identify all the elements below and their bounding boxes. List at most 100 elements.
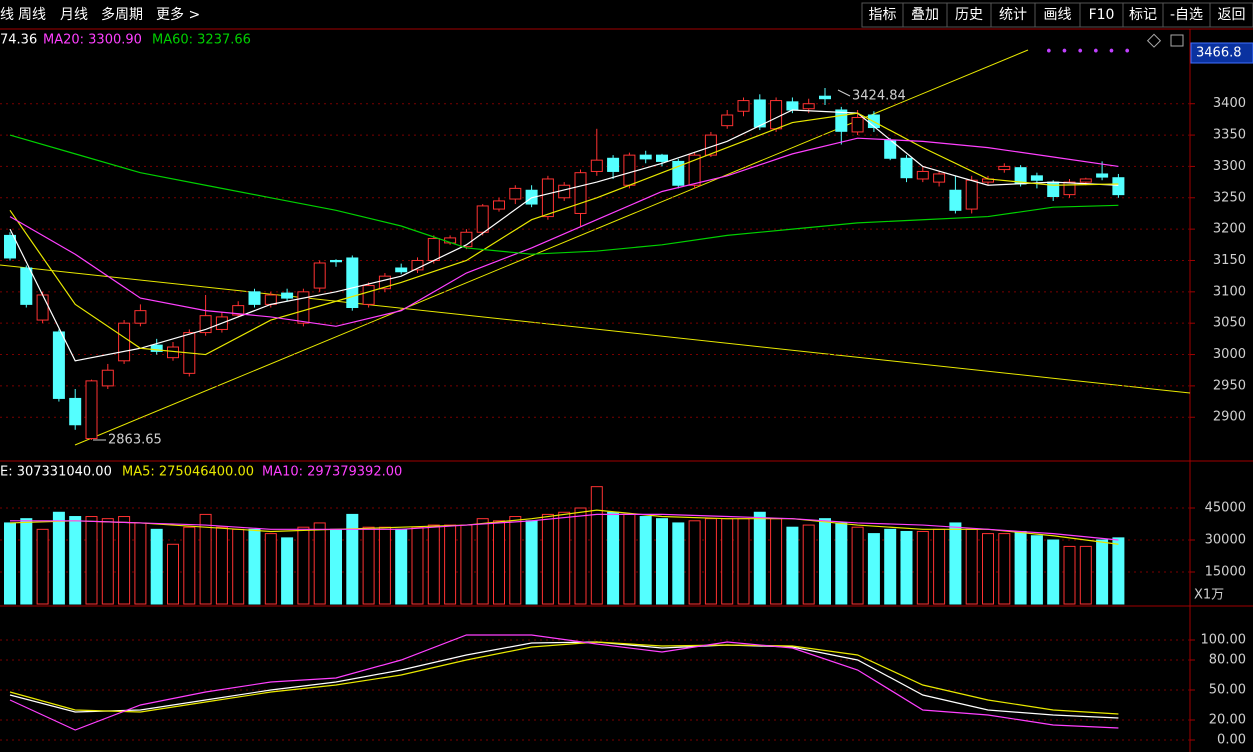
volume-bar (623, 513, 636, 605)
volume-bar (493, 520, 505, 605)
volume-bar (949, 522, 962, 605)
volume-bar (1014, 530, 1027, 605)
indicator-line (9, 109, 1119, 362)
candle-body (541, 178, 554, 218)
y-tick-label: 3350 (1213, 128, 1246, 143)
volume-bar (802, 524, 815, 605)
toolbar-button[interactable] (1079, 2, 1124, 28)
toolbar-button[interactable] (1034, 2, 1081, 28)
candle-body (623, 154, 636, 186)
toolbar-item[interactable]: 叠加 (911, 7, 939, 23)
candle-body (753, 99, 766, 128)
indicator-line (9, 134, 1119, 255)
candle-body (330, 259, 342, 263)
volume-bar (395, 528, 408, 605)
volume-bar (232, 528, 245, 605)
candle-body (4, 234, 16, 259)
volume-bar (297, 526, 310, 605)
y-tick-label: 100.00 (1201, 633, 1247, 648)
volume-bar (85, 516, 98, 605)
volume-bar (52, 511, 65, 605)
y-tick-label: 0.00 (1217, 733, 1246, 748)
toolbar-item[interactable]: F10 (1089, 7, 1115, 23)
toolbar-item[interactable]: 标记 (1129, 7, 1157, 23)
price-box (1190, 42, 1253, 64)
volume-bar (444, 524, 457, 605)
toolbar-button[interactable] (902, 2, 948, 28)
volume-bar (688, 520, 701, 605)
toolbar-item[interactable]: 月线 (60, 7, 88, 23)
y-tick-label: 2900 (1213, 410, 1246, 425)
volume-bar (590, 486, 603, 605)
volume-bar (721, 518, 734, 605)
candle-body (134, 310, 147, 324)
toolbar-item[interactable]: -自选 (1170, 7, 1203, 23)
toolbar-button[interactable] (1162, 2, 1211, 28)
candle-body (69, 397, 82, 426)
volume-bar (346, 513, 359, 605)
toolbar-item[interactable]: 返回 (1218, 7, 1246, 23)
low-label: 2863.65 (108, 433, 162, 448)
volume-bar (900, 530, 913, 605)
toolbar-item[interactable]: 多周期 (101, 6, 143, 23)
candle-body (656, 154, 668, 162)
candle-body (916, 170, 929, 180)
volume-bar (476, 518, 489, 605)
toolbar-item[interactable]: 周线 (18, 7, 46, 23)
indicator-line (9, 641, 1119, 715)
legend: E: 307331040.00 (0, 465, 112, 480)
toolbar-button[interactable] (1209, 2, 1253, 28)
toolbar-item[interactable]: 历史 (955, 7, 983, 23)
candle-body (248, 291, 261, 305)
volume-bar (248, 528, 261, 605)
candle-body (1096, 173, 1109, 178)
y-tick-label: 3000 (1213, 347, 1246, 362)
y-tick-label: 15000 (1205, 565, 1246, 580)
toolbar-item[interactable]: 统计 (999, 7, 1027, 23)
toolbar-button[interactable] (946, 2, 992, 28)
toolbar-item[interactable]: 线 (0, 7, 14, 23)
y-tick-label: 20.00 (1209, 713, 1246, 728)
volume-bar (1047, 539, 1060, 605)
dots: •••••• (1045, 45, 1139, 60)
candle-body (525, 189, 538, 205)
toolbar-item[interactable]: 更多 > (156, 6, 200, 23)
candle-body (232, 305, 245, 316)
volume-bar (1096, 539, 1109, 605)
y-tick-label: 3250 (1213, 190, 1246, 205)
trend-line (0, 264, 1191, 394)
icon (1170, 34, 1184, 47)
candle-body (362, 285, 375, 305)
toolbar-button[interactable] (861, 2, 904, 28)
volume-bar (541, 513, 554, 605)
candle-body (493, 200, 505, 210)
volume-bar (378, 526, 391, 605)
candle-body (20, 267, 33, 305)
candle-body (721, 114, 734, 127)
candle-body (998, 165, 1011, 171)
y-tick-label: 30000 (1205, 533, 1246, 548)
icon (1146, 33, 1162, 48)
candle-body (52, 331, 65, 399)
y-tick-label: 3300 (1213, 159, 1246, 174)
candle-body (786, 101, 799, 111)
candle-body (36, 294, 49, 321)
volume-bar (1030, 535, 1043, 605)
candle-body (1030, 175, 1043, 181)
toolbar-button[interactable] (990, 2, 1036, 28)
candle-body (378, 275, 391, 290)
volume-bar (183, 526, 196, 605)
volume-bar (509, 516, 522, 605)
volume-bar (916, 530, 929, 605)
volume-bar (134, 522, 147, 605)
y-tick-label: 80.00 (1209, 653, 1246, 668)
toolbar-item[interactable]: 指标 (869, 7, 897, 23)
toolbar-item[interactable]: 画线 (1044, 7, 1072, 23)
volume-bar (199, 513, 212, 605)
candle-body (313, 262, 326, 289)
candle-body (933, 173, 946, 183)
volume-bar (313, 522, 326, 605)
candle-body (835, 109, 848, 132)
